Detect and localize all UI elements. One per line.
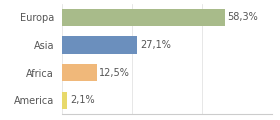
Bar — [62, 64, 97, 81]
Bar — [62, 36, 137, 54]
Text: 2,1%: 2,1% — [70, 95, 95, 105]
Text: 27,1%: 27,1% — [140, 40, 171, 50]
Bar — [62, 92, 67, 109]
Bar — [62, 9, 225, 26]
Text: 12,5%: 12,5% — [99, 68, 130, 78]
Text: 58,3%: 58,3% — [228, 12, 258, 22]
